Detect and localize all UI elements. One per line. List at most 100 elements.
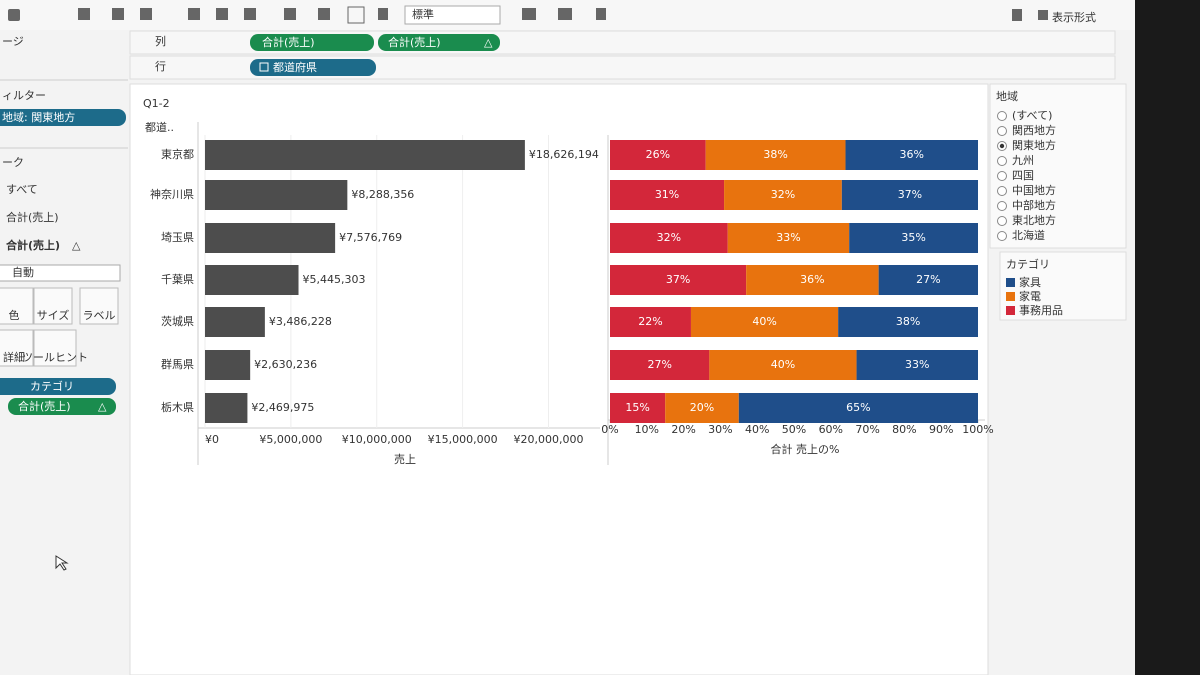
x-tick-label: 100% [962, 423, 993, 436]
pill-icon [259, 62, 269, 72]
legend-label: 家具 [1019, 275, 1041, 289]
filter-card-title: 地域 [996, 90, 1018, 103]
mark-type-dropdown[interactable] [0, 264, 121, 282]
mark-button[interactable] [33, 329, 77, 367]
filter-pill-text: 地域: 関東地方 [2, 110, 75, 124]
bar [205, 393, 248, 423]
x-tick-label: ¥5,000,000 [259, 433, 322, 446]
data-label: 33% [776, 231, 800, 244]
data-label: 15% [625, 401, 649, 414]
data-label: ¥7,576,769 [339, 231, 402, 244]
data-label: ¥5,445,303 [303, 273, 366, 286]
bar [205, 180, 348, 210]
radio-button[interactable] [997, 231, 1007, 241]
radio-button[interactable] [997, 111, 1007, 121]
data-label: 38% [896, 315, 920, 328]
bar-segment [838, 307, 978, 337]
legend-swatch [1006, 306, 1015, 315]
bar-segment [709, 350, 857, 380]
column-pill-text: 合計(売上) [262, 35, 315, 49]
bar-segment [841, 180, 978, 210]
mark-button[interactable] [33, 287, 73, 325]
mark-button[interactable] [0, 329, 34, 367]
column-pill[interactable] [378, 34, 500, 51]
bar-segment [610, 140, 706, 170]
data-label: 20% [690, 401, 714, 414]
format-dropdown[interactable] [404, 5, 501, 25]
x-tick-label: ¥10,000,000 [342, 433, 412, 446]
y-tick-label: 千葉県 [161, 272, 194, 286]
data-label: 32% [771, 188, 795, 201]
marks-tab[interactable]: 合計(売上) [6, 238, 60, 252]
legend [999, 251, 1127, 321]
bar-segment [610, 350, 710, 380]
data-label: 65% [846, 401, 870, 414]
mark-button[interactable] [79, 287, 119, 325]
radio-label: 中部地方 [1012, 198, 1056, 212]
marks-tab[interactable]: すべて [6, 183, 38, 196]
mark-pill[interactable] [8, 398, 116, 415]
x-tick-label: 70% [855, 423, 879, 436]
rows-label: 行 [155, 60, 166, 73]
mark-pill-text: 合計(売上) [18, 399, 71, 413]
mark-pill[interactable] [0, 378, 116, 395]
column-pill-text: 合計(売上) [388, 35, 441, 49]
data-label: 33% [905, 358, 929, 371]
show-me-button[interactable]: 表示形式 [1052, 10, 1096, 24]
y-tick-label: 栃木県 [161, 400, 194, 414]
radio-label: 関東地方 [1012, 138, 1056, 152]
x-tick-label: 60% [819, 423, 843, 436]
y-tick-label: 茨城県 [161, 314, 194, 328]
data-label: 26% [646, 148, 670, 161]
marks-header: ーク [2, 156, 24, 169]
bar-segment [856, 350, 978, 380]
data-label: 37% [898, 188, 922, 201]
x-tick-label: 40% [745, 423, 769, 436]
radio-button[interactable] [997, 126, 1007, 136]
radio-button[interactable] [997, 201, 1007, 211]
bar-segment [845, 140, 978, 170]
data-label: 27% [647, 358, 671, 371]
radio-label: 九州 [1012, 154, 1034, 167]
column-pill-delta: △ [484, 36, 493, 49]
bar-segment [665, 393, 739, 423]
x-tick-label: 0% [601, 423, 618, 436]
marks-tab[interactable]: 合計(売上) [6, 210, 59, 224]
data-label: 27% [916, 273, 940, 286]
radio-button[interactable] [997, 156, 1007, 166]
y-tick-label: 東京都 [161, 147, 194, 161]
x-tick-label: 90% [929, 423, 953, 436]
mark-button-label: 詳細 [3, 350, 25, 364]
radio-button[interactable] [997, 186, 1007, 196]
data-label: ¥2,469,975 [251, 401, 314, 414]
mark-button-label: サイズ [37, 308, 70, 322]
data-label: ¥3,486,228 [269, 315, 332, 328]
bar-segment [610, 307, 691, 337]
legend-swatch [1006, 278, 1015, 287]
format-dropdown-text: 標準 [412, 7, 434, 21]
toolbar-icons [8, 6, 1048, 24]
data-label: 22% [638, 315, 662, 328]
mark-button-label: ツールヒント [22, 351, 88, 364]
legend-swatch [1006, 292, 1015, 301]
data-label: 40% [752, 315, 776, 328]
data-label: 37% [666, 273, 690, 286]
data-label: 35% [901, 231, 925, 244]
radio-button[interactable] [997, 171, 1007, 181]
x-tick-label: 10% [635, 423, 659, 436]
radio-label: 東北地方 [1012, 213, 1056, 227]
legend-title: カテゴリ [1006, 257, 1050, 271]
radio-button[interactable] [997, 216, 1007, 226]
filter-pill[interactable] [0, 109, 126, 126]
x-tick-label: 30% [708, 423, 732, 436]
radio-label: 中国地方 [1012, 183, 1056, 197]
bar-segment [705, 140, 846, 170]
x-axis-title: 売上 [394, 453, 416, 466]
mark-button[interactable] [0, 287, 34, 325]
column-pill[interactable] [250, 34, 374, 51]
row-pill[interactable] [250, 59, 376, 76]
radio-label: 四国 [1012, 169, 1034, 182]
marks-tab-delta: △ [72, 239, 81, 252]
mark-button-label: 色 [9, 308, 20, 322]
